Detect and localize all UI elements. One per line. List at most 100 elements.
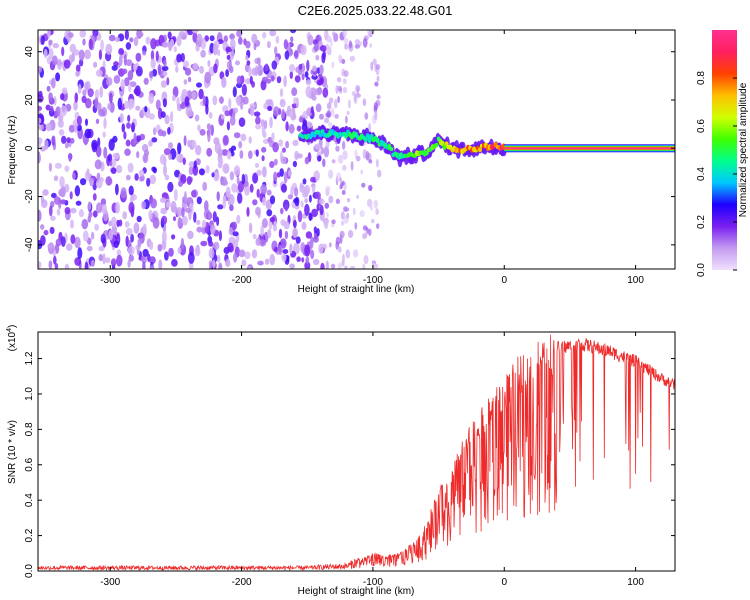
noise-cell	[227, 199, 232, 206]
noise-cell	[284, 230, 289, 240]
noise-cell	[300, 242, 306, 253]
noise-cell	[233, 165, 241, 177]
noise-cell	[218, 96, 224, 104]
noise-cell	[75, 64, 81, 73]
snr-plot-area	[38, 332, 675, 571]
noise-cell	[285, 140, 290, 149]
noise-cell	[68, 152, 72, 162]
noise-cell	[149, 265, 155, 269]
noise-cell	[38, 117, 42, 124]
noise-cell	[38, 151, 41, 163]
noise-cell	[108, 229, 113, 241]
noise-cell	[192, 164, 199, 176]
noise-cell	[300, 200, 304, 208]
sparse-noise-cell	[371, 261, 376, 269]
noise-cell	[54, 162, 62, 169]
noise-cell	[111, 216, 117, 228]
snr-y-label: SNR (10 * v/v)	[7, 420, 18, 484]
noise-cell	[216, 216, 220, 226]
noise-cell	[223, 35, 228, 43]
noise-cell	[84, 49, 91, 60]
noise-cell	[269, 116, 273, 129]
noise-cell	[275, 35, 280, 44]
noise-cell	[148, 209, 153, 220]
noise-cell	[183, 79, 188, 85]
noise-cell	[129, 81, 137, 87]
noise-cell	[122, 211, 128, 220]
noise-cell	[241, 83, 247, 96]
noise-cell	[161, 65, 169, 72]
noise-cell	[208, 247, 215, 259]
noise-cell	[47, 30, 51, 39]
sparse-noise-cell	[344, 265, 348, 269]
x-tick-label: -300	[100, 275, 120, 286]
sparse-noise-cell	[373, 102, 379, 111]
noise-cell	[265, 99, 273, 105]
noise-cell	[235, 60, 240, 66]
noise-cell	[187, 230, 194, 240]
noise-cell	[67, 32, 74, 38]
noise-cell	[184, 96, 190, 107]
noise-cell	[191, 140, 197, 149]
noise-cell	[171, 94, 176, 102]
noise-cell	[229, 204, 234, 212]
sparse-noise-cell	[331, 61, 335, 69]
noise-cell	[306, 59, 310, 72]
signal-ridge-cell	[375, 137, 380, 144]
noise-cell	[178, 31, 186, 38]
noise-cell	[128, 254, 134, 262]
noise-cell	[192, 62, 199, 70]
noise-cell	[111, 65, 118, 71]
noise-cell	[95, 145, 102, 158]
figure-title: C2E6.2025.033.22.48.G01	[298, 3, 453, 18]
noise-cell	[164, 174, 170, 181]
noise-cell	[102, 131, 106, 138]
noise-cell	[281, 253, 287, 262]
noise-cell	[213, 171, 220, 182]
noise-cell	[207, 130, 211, 143]
noise-cell	[107, 103, 112, 110]
noise-cell	[161, 41, 168, 48]
noise-cell	[119, 113, 124, 123]
sparse-noise-cell	[376, 94, 381, 100]
noise-cell	[162, 98, 167, 108]
noise-cell	[218, 230, 222, 242]
noise-cell	[170, 111, 174, 123]
noise-cell	[56, 58, 63, 70]
noise-cell	[105, 257, 111, 264]
noise-cell	[269, 253, 276, 266]
noise-cell	[45, 104, 51, 111]
sparse-noise-cell	[355, 155, 361, 162]
noise-cell	[255, 116, 261, 125]
noise-cell	[63, 59, 71, 69]
noise-cell	[228, 97, 232, 110]
noise-cell	[127, 259, 131, 268]
sparse-noise-cell	[331, 159, 336, 164]
noise-cell	[150, 38, 157, 50]
sparse-noise-cell	[342, 150, 348, 160]
noise-cell	[118, 48, 124, 56]
noise-cell	[161, 231, 167, 243]
noise-cell	[148, 140, 153, 147]
noise-cell	[204, 71, 212, 84]
noise-cell	[74, 236, 81, 249]
noise-cell	[254, 162, 260, 168]
sparse-noise-cell	[354, 222, 358, 230]
noise-cell	[152, 167, 157, 174]
noise-cell	[75, 200, 82, 206]
noise-cell	[125, 174, 131, 181]
noise-cell	[265, 258, 270, 265]
sparse-noise-cell	[359, 210, 365, 218]
noise-cell	[222, 163, 230, 174]
noise-cell	[261, 155, 265, 162]
noise-cell	[45, 123, 53, 132]
noise-cell	[196, 82, 202, 88]
noise-cell	[212, 211, 217, 223]
sparse-noise-cell	[371, 219, 375, 224]
signal-ridge-band	[504, 147, 675, 150]
noise-cell	[318, 243, 324, 254]
noise-cell	[57, 119, 64, 128]
noise-cell	[295, 236, 301, 244]
noise-cell	[207, 211, 213, 220]
noise-cell	[70, 219, 74, 229]
